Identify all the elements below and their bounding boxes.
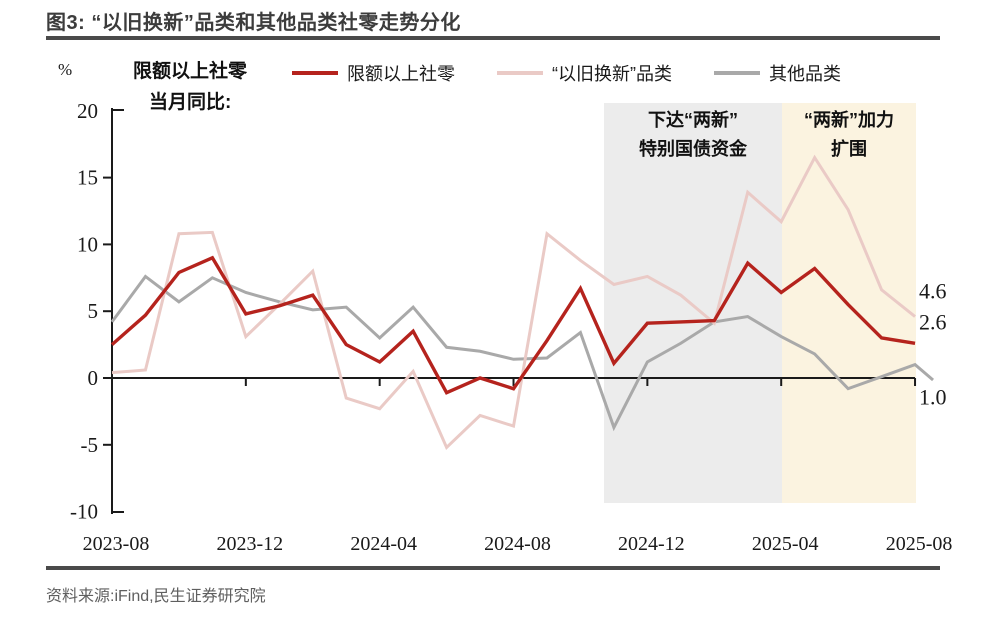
legend: 限额以上社零 “以旧换新”品类 其他品类	[292, 60, 841, 86]
title-underline	[46, 36, 940, 40]
x-tick-label: 2023-12	[217, 533, 284, 555]
end-value-label: 2.6	[919, 309, 947, 334]
y-tick-label: 0	[88, 366, 99, 390]
legend-item-trade-in: “以旧换新”品类	[497, 60, 672, 86]
y-axis-unit: %	[58, 60, 73, 79]
y-tick-label: 5	[88, 299, 99, 323]
end-value-label: 1.0	[919, 385, 947, 410]
legend-item-other: 其他品类	[714, 60, 841, 86]
annotation-liangxin-expansion: “两新”加力 扩围	[804, 110, 894, 159]
legend-item-xian-e: 限额以上社零	[292, 60, 455, 86]
x-tick-label: 2024-12	[618, 533, 685, 555]
legend-label: 其他品类	[769, 64, 841, 84]
source-note: 资料来源:iFind,民生证券研究院	[46, 588, 266, 605]
figure-title: 图3: “以旧换新”品类和其他品类社零走势分化	[46, 12, 461, 34]
axis-note-line2: 当月同比:	[149, 92, 232, 113]
legend-swatch-gray-line	[714, 71, 760, 75]
y-tick-label: -10	[70, 500, 98, 524]
series-line-0	[110, 255, 916, 395]
series-line-1	[111, 154, 916, 451]
y-tick-label: 20	[77, 99, 98, 123]
x-tick-label: 2025-08	[886, 533, 953, 555]
end-value-label: 4.6	[919, 279, 947, 304]
x-tick-label: 2023-08	[83, 533, 150, 555]
bottom-rule	[46, 566, 940, 570]
annotation-special-bond-funds: 下达“两新” 特别国债资金	[639, 110, 747, 159]
legend-label: “以旧换新”品类	[552, 64, 672, 84]
legend-swatch-pink-line	[497, 71, 543, 75]
y-tick-label: 10	[77, 232, 98, 256]
legend-swatch-red-line	[292, 71, 338, 75]
shaded-region-1	[604, 103, 782, 503]
series-line-2	[110, 274, 935, 432]
legend-label: 限额以上社零	[347, 64, 455, 84]
x-tick-label: 2025-04	[752, 533, 819, 555]
x-tick-label: 2024-04	[350, 533, 417, 555]
y-tick-label: 15	[77, 166, 98, 190]
axis-note: 限额以上社零 当月同比:	[133, 56, 247, 114]
y-tick-label: -5	[81, 433, 99, 457]
x-tick-label: 2024-08	[484, 533, 551, 555]
axis-note-line1: 限额以上社零	[133, 61, 248, 82]
